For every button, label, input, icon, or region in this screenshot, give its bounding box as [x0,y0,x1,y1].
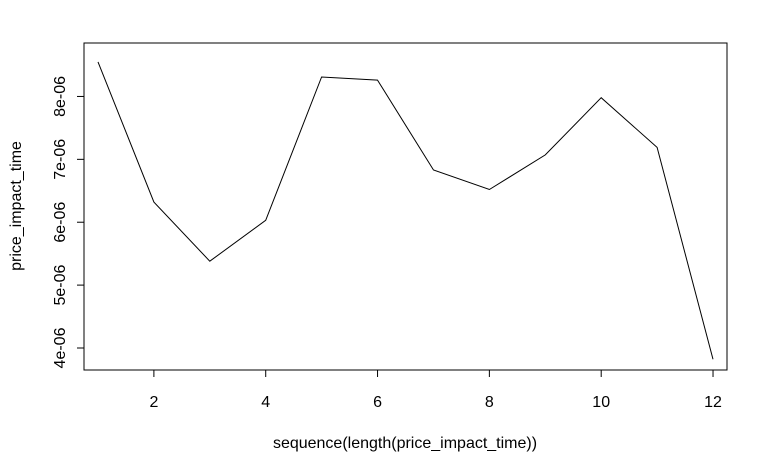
x-tick-label: 2 [149,394,158,411]
plot-box [83,42,728,371]
y-tick-label: 5e-06 [52,265,69,306]
x-tick-label: 10 [592,394,610,411]
y-tick-label: 4e-06 [52,327,69,368]
x-tick-label: 12 [704,394,722,411]
y-axis: 4e-06 5e-06 6e-06 7e-06 8e-06 [52,76,85,368]
series-line [97,61,714,360]
y-axis-title: price_impact_time [8,141,25,271]
x-tick-label: 6 [373,394,382,411]
y-tick-label: 7e-06 [52,139,69,180]
y-tick-label: 8e-06 [52,76,69,117]
x-axis-title: sequence(length(price_impact_time)) [273,435,537,452]
x-axis: 2 4 6 8 10 12 [149,369,722,411]
y-tick-label: 6e-06 [52,202,69,243]
x-tick-label: 4 [261,394,270,411]
x-tick-label: 8 [485,394,494,411]
